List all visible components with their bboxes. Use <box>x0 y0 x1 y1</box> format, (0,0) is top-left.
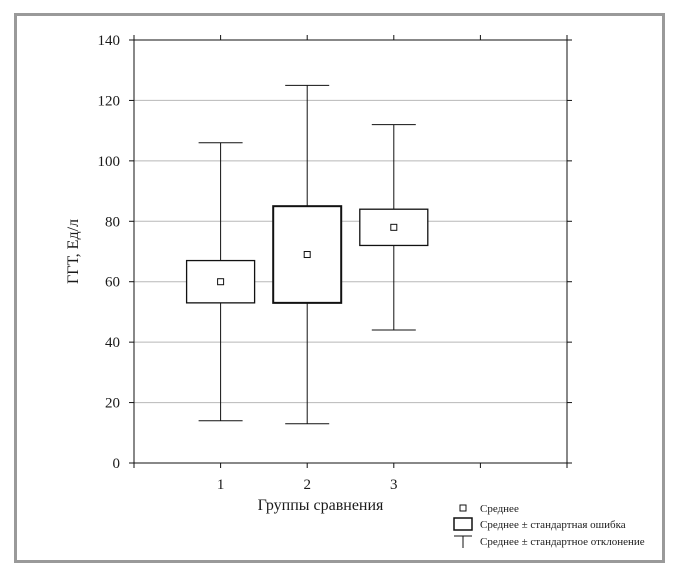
y-tick-label: 40 <box>105 335 120 351</box>
y-tick-label: 140 <box>98 33 121 49</box>
x-axis-label: Группы сравнения <box>258 497 384 514</box>
figure-frame <box>14 13 665 563</box>
x-axis-ticks: 1 2 3 <box>133 35 568 493</box>
mean-marker <box>303 251 311 259</box>
box-series <box>185 84 429 425</box>
y-tick-label: 100 <box>98 154 121 170</box>
y-tick-label: 0 <box>113 456 121 472</box>
mean-marker <box>390 223 398 231</box>
legend-mean-marker <box>459 504 467 512</box>
y-axis-ticks: 0 20 40 60 80 100 120 140 <box>98 33 572 472</box>
group-3 <box>359 124 429 331</box>
legend-sd-marker <box>454 535 472 548</box>
x-tick-label: 3 <box>390 477 398 493</box>
group-1 <box>185 142 256 422</box>
legend: Среднее Среднее ± стандартная ошибка Сре… <box>453 503 645 548</box>
se-box <box>272 205 343 304</box>
y-tick-label: 60 <box>105 275 120 291</box>
x-tick-label: 2 <box>303 477 311 493</box>
legend-se-label: Среднее ± стандартная ошибка <box>480 519 626 531</box>
y-axis-label: ГГТ, Ед/л <box>65 219 82 284</box>
legend-se-marker <box>453 517 473 531</box>
group-2 <box>272 84 343 425</box>
y-tick-label: 120 <box>98 93 121 109</box>
legend-mean-label: Среднее <box>480 503 519 515</box>
y-tick-label: 80 <box>105 214 120 230</box>
y-tick-label: 20 <box>105 396 120 412</box>
x-tick-label: 1 <box>217 477 225 493</box>
plot-area <box>133 39 568 464</box>
legend-sd-label: Среднее ± стандартное отклонение <box>480 536 645 548</box>
mean-marker <box>217 278 225 286</box>
se-box <box>359 208 429 247</box>
grid-lines <box>134 99 567 404</box>
